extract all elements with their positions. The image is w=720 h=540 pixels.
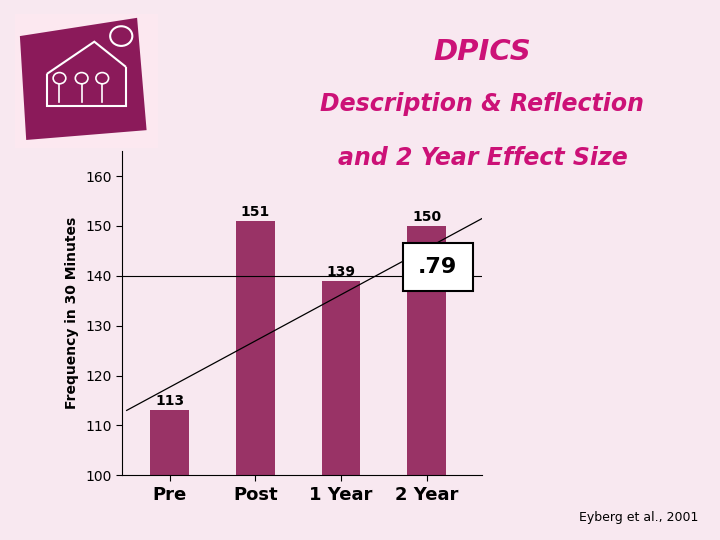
Bar xyxy=(236,221,274,475)
Text: 113: 113 xyxy=(155,394,184,408)
Polygon shape xyxy=(15,14,158,148)
Bar xyxy=(150,410,189,475)
Text: 139: 139 xyxy=(326,265,356,279)
Text: Description & Reflection: Description & Reflection xyxy=(320,92,644,116)
Bar xyxy=(408,226,446,475)
Text: 151: 151 xyxy=(240,205,270,219)
Bar xyxy=(402,244,473,291)
Y-axis label: Frequency in 30 Minutes: Frequency in 30 Minutes xyxy=(65,217,78,409)
Text: .79: .79 xyxy=(418,257,457,277)
Text: Eyberg et al., 2001: Eyberg et al., 2001 xyxy=(579,511,698,524)
Bar xyxy=(322,281,360,475)
Text: and 2 Year Effect Size: and 2 Year Effect Size xyxy=(338,146,627,170)
Polygon shape xyxy=(20,18,147,140)
Text: 150: 150 xyxy=(412,210,441,224)
Text: DPICS: DPICS xyxy=(433,38,531,66)
